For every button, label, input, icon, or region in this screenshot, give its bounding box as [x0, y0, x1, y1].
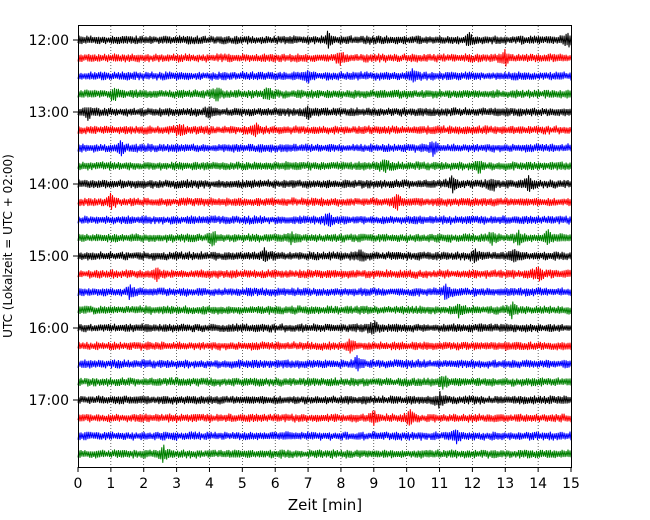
x-tick-label: 3	[172, 476, 181, 492]
x-tick-label: 8	[336, 476, 345, 492]
trace-1630	[77, 355, 572, 372]
trace-1515	[77, 266, 572, 283]
trace-1245	[77, 87, 572, 102]
seismogram-traces	[77, 30, 572, 463]
trace-1200	[77, 30, 572, 49]
y-tick-label: 14:00	[29, 177, 69, 193]
trace-1545	[77, 301, 572, 320]
trace-1330	[77, 140, 572, 157]
y-axis-label: UTC (Lokalzeit = UTC + 02:00)	[1, 154, 15, 338]
x-tick-label: 1	[106, 476, 115, 492]
trace-1615	[77, 338, 572, 354]
x-tick-label: 10	[398, 476, 416, 492]
y-axis-ticks: 12:00 13:00 14:00 15:00 16:00 17:00	[29, 33, 78, 409]
y-tick-label: 15:00	[29, 249, 69, 265]
x-tick-label: 9	[369, 476, 378, 492]
x-tick-label: 7	[304, 476, 313, 492]
trace-1345	[77, 159, 572, 174]
trace-1730	[77, 429, 572, 445]
trace-1415	[77, 192, 572, 211]
x-tick-label: 11	[431, 476, 449, 492]
trace-1400	[77, 175, 572, 194]
trace-1430	[77, 212, 572, 227]
plot-frame	[78, 25, 572, 468]
trace-1300	[77, 105, 572, 121]
trace-1645	[77, 375, 572, 390]
x-tick-label: 2	[139, 476, 148, 492]
trace-1715	[77, 409, 572, 426]
trace-1230	[77, 68, 572, 84]
x-axis-label: Zeit [min]	[288, 496, 362, 514]
y-tick-label: 16:00	[29, 321, 69, 337]
x-tick-label: 5	[238, 476, 247, 492]
x-tick-label: 15	[562, 476, 580, 492]
x-tick-label: 6	[271, 476, 280, 492]
y-tick-label: 13:00	[29, 105, 69, 121]
trace-1445	[77, 229, 572, 247]
y-tick-label: 17:00	[29, 393, 69, 409]
trace-1600	[77, 320, 572, 335]
x-axis-ticks: 0 1 2 3 4 5 6 7 8 9 10 11 12 13 14 15	[74, 467, 580, 492]
trace-1215	[77, 48, 572, 67]
trace-1500	[77, 247, 572, 264]
x-tick-label: 12	[463, 476, 481, 492]
trace-1745	[77, 444, 572, 463]
x-tick-label: 4	[205, 476, 214, 492]
trace-1700	[77, 390, 572, 409]
trace-1315	[77, 122, 572, 138]
trace-1530	[77, 283, 572, 301]
x-tick-label: 13	[496, 476, 514, 492]
x-tick-label: 0	[74, 476, 83, 492]
y-tick-label: 12:00	[29, 33, 69, 49]
x-tick-label: 14	[529, 476, 547, 492]
